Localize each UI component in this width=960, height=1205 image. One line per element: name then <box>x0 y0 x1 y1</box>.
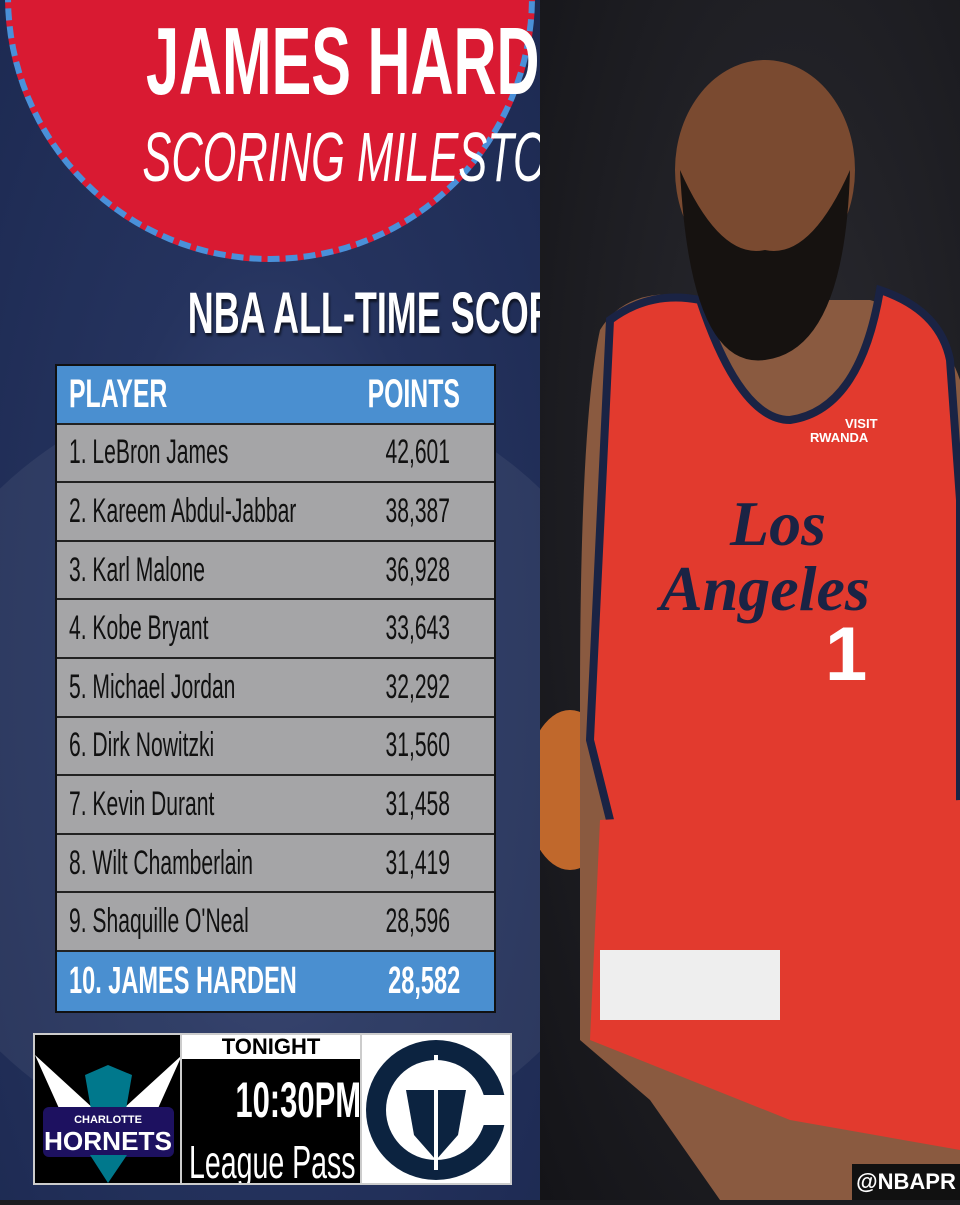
game-time-panel: TONIGHT 10:30PM ET League Pass <box>182 1035 362 1183</box>
player-name: 6. Dirk Nowitzki <box>69 726 215 765</box>
table-row: 8. Wilt Chamberlain 31,419 <box>57 834 494 894</box>
player-points: 36,928 <box>385 550 450 589</box>
table-row: 5. Michael Jordan 32,292 <box>57 658 494 718</box>
table-row: 7. Kevin Durant 31,458 <box>57 776 494 835</box>
table-row: 4. Kobe Bryant 33,643 <box>57 600 494 659</box>
table-row: 2. Kareem Abdul-Jabbar 38,387 <box>57 483 494 542</box>
hornets-logo: CHARLOTTE HORNETS <box>35 1035 182 1183</box>
table-row: 9. Shaquille O'Neal 28,596 <box>57 893 494 952</box>
player-points: 38,387 <box>385 491 450 530</box>
head <box>675 60 855 280</box>
table-row: 10. JAMES HARDEN 28,582 <box>57 951 494 1011</box>
svg-text:Angeles: Angeles <box>656 553 870 624</box>
svg-text:Los: Los <box>729 488 826 559</box>
column-player: PLAYER <box>69 371 168 416</box>
player-name: 10. JAMES HARDEN <box>69 959 297 1002</box>
player-points: 31,458 <box>385 784 450 823</box>
svg-text:1: 1 <box>825 612 867 697</box>
league-pass: League Pass <box>188 1136 356 1183</box>
beard <box>680 170 850 361</box>
svg-text:VISIT: VISIT <box>845 416 878 431</box>
headline: JAMES HARDEN <box>145 8 540 115</box>
player-points: 33,643 <box>385 609 450 648</box>
player-photo: Los Angeles 1 VISIT RWANDA @NBAPR <box>525 0 960 1200</box>
twitter-handle: @NBAPR <box>852 1164 960 1200</box>
player-points: 31,560 <box>385 726 450 765</box>
game-time: 10:30PM ET <box>235 1072 362 1128</box>
scoring-leaders-table: PLAYER POINTS 1. LeBron James 42,601 2. Ka… <box>55 364 496 1013</box>
table-row: 3. Karl Malone 36,928 <box>57 541 494 601</box>
section-title: NBA ALL-TIME SCORING LEADERS <box>187 281 540 346</box>
player-name: 2. Kareem Abdul-Jabbar <box>69 491 297 530</box>
player-name: 4. Kobe Bryant <box>69 609 209 648</box>
svg-text:RWANDA: RWANDA <box>810 430 869 445</box>
player-name: 7. Kevin Durant <box>69 784 215 823</box>
table-row: 1. LeBron James 42,601 <box>57 424 494 484</box>
player-points: 32,292 <box>385 667 450 706</box>
player-points: 42,601 <box>385 433 450 472</box>
player-name: 8. Wilt Chamberlain <box>69 843 253 882</box>
player-name: 5. Michael Jordan <box>69 667 236 706</box>
player-name: 9. Shaquille O'Neal <box>69 902 249 941</box>
clippers-logo <box>362 1035 510 1183</box>
table-row: 6. Dirk Nowitzki 31,560 <box>57 717 494 777</box>
player-points: 28,596 <box>385 902 450 941</box>
player-points: 28,582 <box>387 959 460 1002</box>
tonight-label: TONIGHT <box>182 1035 360 1059</box>
player-name: 1. LeBron James <box>69 433 229 472</box>
column-points: POINTS <box>367 371 460 416</box>
game-info: CHARLOTTE HORNETS TONIGHT 10:30PM ET Lea… <box>33 1033 512 1185</box>
svg-text:CHARLOTTE: CHARLOTTE <box>74 1114 142 1126</box>
subheadline: SCORING MILESTONE <box>142 118 540 196</box>
table-header: PLAYER POINTS <box>57 366 494 425</box>
svg-text:HORNETS: HORNETS <box>44 1126 172 1156</box>
graphic-panel: JAMES HARDEN SCORING MILESTONE NBA ALL-T… <box>0 0 540 1200</box>
player-name: 3. Karl Malone <box>69 550 205 589</box>
jersey <box>585 284 960 865</box>
player-points: 31,419 <box>385 843 450 882</box>
